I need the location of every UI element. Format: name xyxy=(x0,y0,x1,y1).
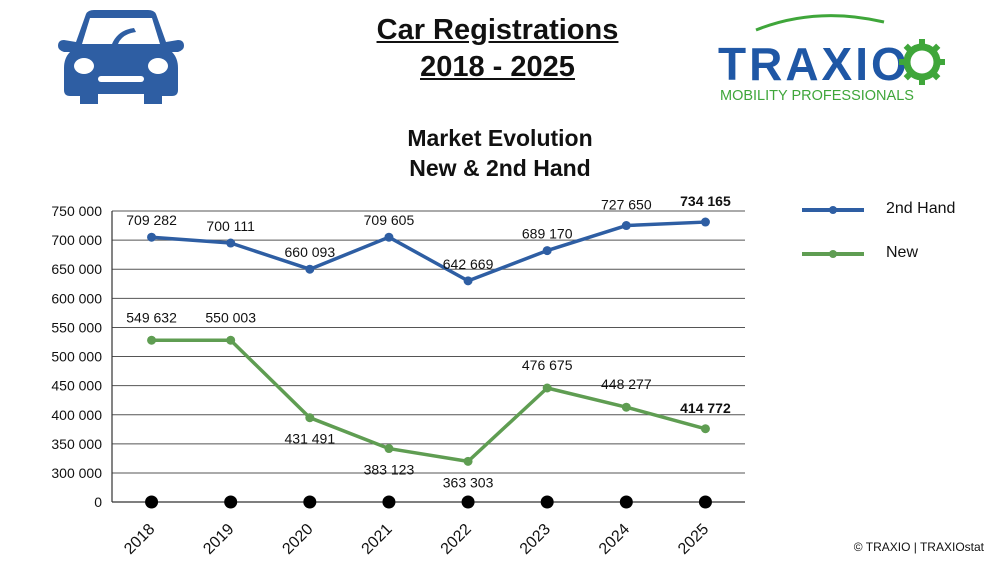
y-tick-label: 300 000 xyxy=(51,465,102,481)
data-label: 431 491 xyxy=(285,431,336,447)
series-line-new xyxy=(151,338,706,464)
data-point xyxy=(384,444,394,454)
y-tick-label: 350 000 xyxy=(51,436,102,452)
chart-title-line1: Market Evolution xyxy=(407,125,593,151)
x-tick-label: 2025 xyxy=(675,521,712,558)
page-title-line1: Car Registrations xyxy=(376,14,619,46)
legend-swatch-2nd-hand xyxy=(802,206,864,214)
data-point xyxy=(542,246,552,256)
data-label: 414 772 xyxy=(680,400,731,416)
y-tick-label: 600 000 xyxy=(51,290,102,306)
x-axis-marker xyxy=(540,495,554,509)
x-tick-label: 2023 xyxy=(517,521,554,558)
x-tick-label: 2022 xyxy=(438,521,475,558)
footer-credit: © TRAXIO | TRAXIOstat xyxy=(853,540,984,554)
y-tick-label: 700 000 xyxy=(51,232,102,248)
chart-title: Market Evolution New & 2nd Hand xyxy=(330,123,670,183)
x-axis-marker xyxy=(698,495,712,509)
data-point xyxy=(147,232,157,242)
data-point xyxy=(463,456,473,466)
data-point xyxy=(621,402,631,412)
page-title: Car Registrations 2018 - 2025 xyxy=(330,12,665,86)
x-axis-marker xyxy=(303,495,317,509)
data-label: 709 282 xyxy=(126,212,177,228)
data-point xyxy=(700,217,710,227)
page-title-line2: 2018 - 2025 xyxy=(420,51,575,83)
car-icon xyxy=(58,8,184,104)
x-axis-marker xyxy=(619,495,633,509)
y-tick-label: 0 xyxy=(94,494,102,510)
x-tick-label: 2021 xyxy=(359,521,396,558)
x-axis-marker xyxy=(145,495,159,509)
x-tick-label: 2020 xyxy=(279,521,316,558)
legend-label-2nd-hand: 2nd Hand xyxy=(886,200,956,217)
legend-swatch-new xyxy=(802,250,864,258)
data-label: 642 669 xyxy=(443,256,494,272)
data-point xyxy=(305,264,315,274)
logo-wordmark: TRAXIO xyxy=(718,38,910,90)
y-tick-label: 500 000 xyxy=(51,349,102,365)
x-tick-label: 2018 xyxy=(121,521,158,558)
logo-tagline: MOBILITY PROFESSIONALS xyxy=(720,88,914,104)
data-label: 383 123 xyxy=(364,462,415,478)
data-label: 476 675 xyxy=(522,357,573,373)
chart-title-line2: New & 2nd Hand xyxy=(409,155,591,181)
traxio-logo: TRAXIO MOBILITY PROFESSIONALS xyxy=(716,8,952,108)
data-point xyxy=(147,335,157,345)
data-label: 448 277 xyxy=(601,376,652,392)
legend-item-2nd-hand: 2nd Hand xyxy=(800,195,980,225)
data-point xyxy=(621,221,631,231)
data-label: 709 605 xyxy=(364,212,415,228)
x-tick-label: 2019 xyxy=(200,521,237,558)
y-tick-label: 650 000 xyxy=(51,261,102,277)
data-label: 549 632 xyxy=(126,309,177,325)
data-point xyxy=(226,238,236,248)
data-label: 689 170 xyxy=(522,226,573,242)
data-point xyxy=(542,383,552,393)
data-label: 660 093 xyxy=(285,244,336,260)
x-axis-marker xyxy=(224,495,238,509)
data-label: 700 111 xyxy=(206,218,255,234)
y-tick-label: 750 000 xyxy=(51,203,102,219)
data-point xyxy=(384,232,394,242)
data-point xyxy=(700,424,710,434)
data-label: 734 165 xyxy=(680,193,731,209)
data-label: 363 303 xyxy=(443,474,494,490)
series-line-2nd-hand xyxy=(151,220,706,283)
x-axis-marker xyxy=(461,495,475,509)
data-point xyxy=(305,413,315,423)
y-tick-label: 550 000 xyxy=(51,319,102,335)
legend-item-new: New xyxy=(800,239,980,269)
x-axis-marker xyxy=(382,495,396,509)
y-tick-label: 450 000 xyxy=(51,378,102,394)
x-tick-label: 2024 xyxy=(596,521,633,558)
data-point xyxy=(463,276,473,286)
y-tick-label: 400 000 xyxy=(51,407,102,423)
data-label: 727 650 xyxy=(601,197,652,213)
data-label: 550 003 xyxy=(205,309,256,325)
legend-label-new: New xyxy=(886,244,919,261)
gear-icon xyxy=(899,39,945,85)
data-point xyxy=(226,335,236,345)
